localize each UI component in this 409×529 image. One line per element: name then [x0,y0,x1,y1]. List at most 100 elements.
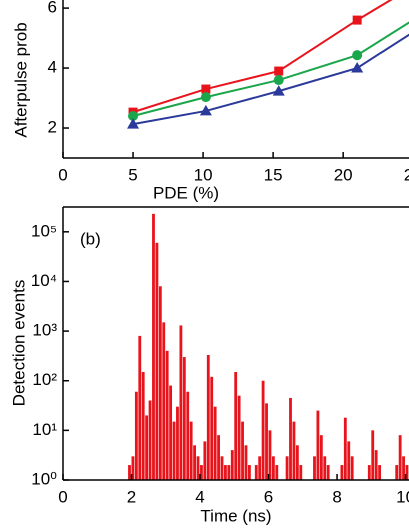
marker [274,66,284,76]
marker [201,84,211,94]
marker [128,111,139,122]
marker [127,118,140,129]
histogram-bar [213,406,217,480]
y-tick-label: 10¹ [32,420,57,439]
marker [351,62,364,73]
histogram-bar [141,371,145,480]
histogram-bar [285,456,289,480]
y-tick-label: 2 [48,118,57,137]
histogram-bar [405,465,409,480]
histogram-bar [237,395,241,480]
histogram-bar [220,456,224,480]
histogram-bar [155,242,159,480]
histogram-bar [189,421,193,480]
plot-area [127,0,409,129]
y-tick-label: 6 [48,0,57,17]
histogram-bar [343,417,347,480]
y-tick-label: 10⁴ [31,271,57,290]
histogram-bar [347,441,351,480]
histogram-bar [152,213,155,480]
histogram-bar [203,441,207,480]
y-tick-label: 4 [48,58,57,77]
histogram-bar [326,465,330,480]
y-tick-label: 10⁵ [31,221,57,240]
x-tick-label: 10 [194,165,213,184]
panel-label: (b) [80,229,101,248]
x-tick-label: 0 [58,487,67,506]
histogram-bar [319,435,323,480]
histogram-bar [217,435,220,480]
histogram-bar [340,465,344,480]
histogram-bar [186,391,190,480]
histogram-bar [172,421,176,480]
histogram-bar [371,430,375,480]
histogram-bar [169,385,173,480]
histogram-bar [398,435,402,480]
histogram-bar [374,450,378,480]
y-tick-label: 10³ [32,321,57,340]
histogram-bar [316,410,320,480]
histogram-bar [227,465,231,480]
y-tick-label: 10⁰ [31,469,57,488]
series-line [132,0,393,114]
histogram-bar [254,465,258,480]
plot-area [128,213,409,480]
x-tick-label: 2 [127,487,136,506]
histogram-bar [131,456,135,480]
histogram-bar [224,465,227,480]
y-axis-label: Detection events [9,280,28,407]
histogram-bar [289,397,292,480]
histogram-bar [206,354,210,480]
histogram-bar [268,430,272,480]
y-axis-label: Afterpulse prob [11,22,30,137]
marker [272,85,285,96]
x-tick-label: 6 [264,487,273,506]
x-tick-label: 20 [334,165,353,184]
histogram-bar [176,406,179,480]
histogram-bar [145,415,149,480]
series-line [132,21,409,117]
histogram-bar [210,376,214,480]
histogram-bar [128,465,131,480]
histogram-bar [275,465,279,480]
histogram-bar [265,403,268,480]
x-tick-label: 4 [195,487,204,506]
histogram-bar [292,421,296,480]
histogram-bar [241,421,244,480]
histogram-bar [271,456,275,480]
marker [352,50,363,61]
histogram-bar [200,465,203,480]
histogram-bar [179,325,183,480]
histogram-bar [313,456,316,480]
histogram-bar [350,456,354,480]
histogram-bar [367,465,371,480]
histogram-bar [244,445,248,480]
histogram-bar [247,465,251,480]
x-axis-label: PDE (%) [153,183,219,202]
histogram-bar [295,445,299,480]
histogram-bar [261,380,265,480]
histogram-bar [165,350,169,480]
histogram-bar [230,450,234,480]
x-tick-label: 5 [128,165,137,184]
x-tick-label: 8 [332,487,341,506]
histogram-bar [378,465,381,480]
marker [200,92,211,103]
x-tick-label: 10 [396,487,409,506]
histogram-bar [162,322,166,480]
histogram-bar [182,357,186,480]
x-axis-label: Time (ns) [200,506,271,525]
histogram-bar [234,371,238,480]
x-tick-label: 0 [58,165,67,184]
histogram-bar [158,286,162,480]
x-tick-label: 15 [264,165,283,184]
histogram-bar [299,465,303,480]
y-tick-label: 10² [32,370,57,389]
histogram-bar [148,400,152,480]
x-tick-label: 25 [404,165,409,184]
histogram-bar [134,391,138,480]
marker [273,75,284,86]
histogram-bar [395,465,399,480]
histogram-bar [138,335,142,480]
